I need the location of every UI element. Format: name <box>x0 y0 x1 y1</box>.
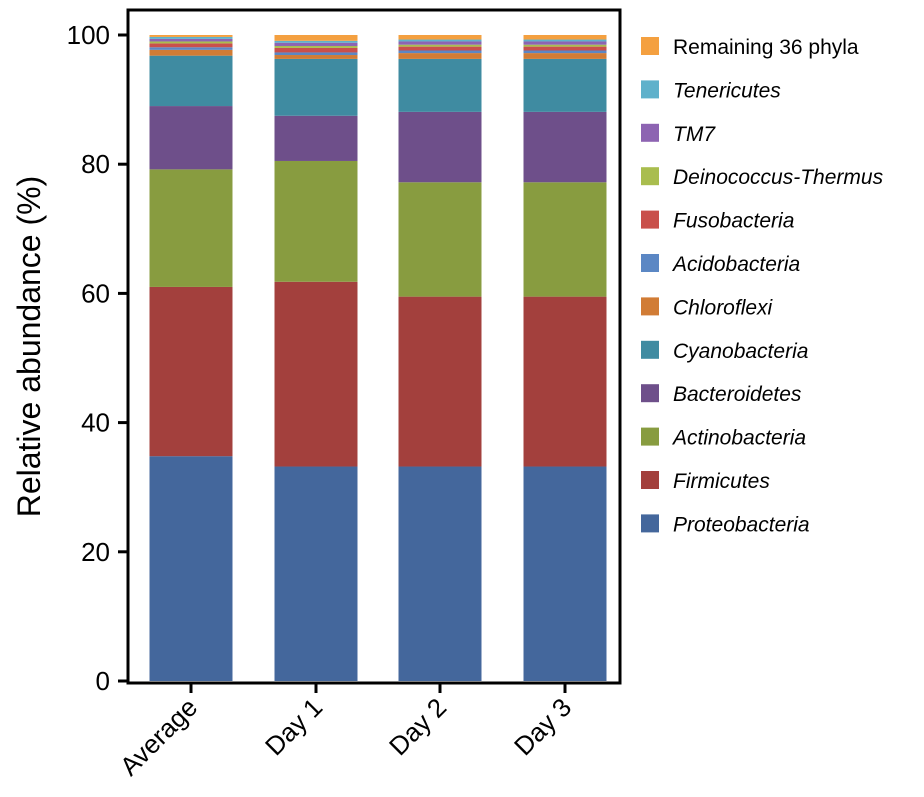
legend-label-bacteroidetes: Bacteroidetes <box>673 383 802 406</box>
bar-segment-deinococcus-thermus-day-1 <box>274 45 358 48</box>
x-axis: Average Day 1 Day 2 Day 3 <box>114 683 577 781</box>
bar-segment-acidobacteria-average <box>149 47 233 50</box>
y-tick-label-60: 60 <box>81 278 110 308</box>
legend-label-actinobacteria: Actinobacteria <box>671 427 806 450</box>
legend-label-cyanobacteria: Cyanobacteria <box>673 340 808 363</box>
bar-segment-actinobacteria-average <box>149 169 233 287</box>
bar-segment-firmicutes-day-3 <box>523 296 607 467</box>
bar-segment-tm7-average <box>149 38 233 42</box>
y-tick-label-100: 100 <box>67 20 110 50</box>
legend-label-proteobacteria: Proteobacteria <box>673 513 810 536</box>
x-tick-label-day-2: Day 2 <box>383 692 452 761</box>
legend-label-acidobacteria: Acidobacteria <box>671 253 800 276</box>
bar-segment-deinococcus-thermus-average <box>149 41 233 44</box>
bar-segment-acidobacteria-day-1 <box>274 52 358 56</box>
bar-segment-bacteroidetes-average <box>149 106 233 170</box>
legend-swatch-remaining-36-phyla <box>641 37 659 55</box>
bar-segment-remaining-36-phyla-day-1 <box>274 35 358 41</box>
bar-segment-proteobacteria-day-2 <box>398 466 482 681</box>
bar-segment-tm7-day-3 <box>523 41 607 45</box>
bar-segment-fusobacteria-day-3 <box>523 46 607 51</box>
plot-frame <box>126 8 622 685</box>
legend-label-tm7: TM7 <box>673 123 716 146</box>
bar-segment-deinococcus-thermus-day-2 <box>398 44 482 47</box>
bar-segment-fusobacteria-day-2 <box>398 46 482 51</box>
bar-segment-cyanobacteria-day-2 <box>398 58 482 112</box>
legend-swatch-deinococcus-thermus <box>641 167 659 186</box>
legend: Remaining 36 phyla Tenericutes TM7 Deinococ… <box>641 36 884 536</box>
y-axis-title: Relative abundance (%) <box>11 176 47 518</box>
legend-swatch-acidobacteria <box>641 254 659 272</box>
legend-label-firmicutes: Firmicutes <box>673 470 770 493</box>
bars-group <box>149 35 607 681</box>
legend-swatch-bacteroidetes <box>641 384 659 403</box>
bar-segment-bacteroidetes-day-2 <box>398 111 482 183</box>
y-tick-label-20: 20 <box>81 537 110 567</box>
legend-swatch-fusobacteria <box>641 210 659 229</box>
x-tick-label-day-3: Day 3 <box>508 692 577 761</box>
bar-segment-fusobacteria-average <box>149 43 233 48</box>
bar-segment-proteobacteria-day-3 <box>523 466 607 681</box>
bar-segment-acidobacteria-day-3 <box>523 50 607 54</box>
bar-segment-proteobacteria-average <box>149 456 233 681</box>
y-axis: 0 20 40 60 80 100 <box>67 20 128 696</box>
y-tick-label-80: 80 <box>81 149 110 179</box>
bar-segment-tenericutes-day-3 <box>523 39 607 42</box>
legend-swatch-tm7 <box>641 123 659 142</box>
legend-swatch-chloroflexi <box>641 297 659 316</box>
legend-label-chloroflexi: Chloroflexi <box>673 296 774 319</box>
legend-label-deinococcus-thermus: Deinococcus-Thermus <box>673 166 884 189</box>
bar-segment-tm7-day-1 <box>274 42 358 46</box>
y-tick-label-40: 40 <box>81 408 110 438</box>
legend-swatch-cyanobacteria <box>641 340 659 359</box>
legend-label-tenericutes: Tenericutes <box>673 79 781 102</box>
bar-segment-tm7-day-2 <box>398 41 482 45</box>
bar-segment-firmicutes-day-1 <box>274 281 358 467</box>
bar-segment-remaining-36-phyla-average <box>149 35 233 37</box>
bar-segment-firmicutes-day-2 <box>398 296 482 467</box>
bar-segment-tenericutes-day-1 <box>274 40 358 43</box>
bar-segment-tenericutes-average <box>149 36 233 39</box>
y-tick-label-0: 0 <box>96 666 110 696</box>
legend-swatch-tenericutes <box>641 80 659 99</box>
bar-segment-actinobacteria-day-1 <box>274 160 358 282</box>
bar-segment-remaining-36-phyla-day-2 <box>398 35 482 40</box>
bar-segment-proteobacteria-day-1 <box>274 466 358 681</box>
bar-segment-chloroflexi-day-3 <box>523 53 607 59</box>
bar-segment-actinobacteria-day-3 <box>523 182 607 297</box>
bar-segment-tenericutes-day-2 <box>398 39 482 42</box>
bar-segment-chloroflexi-average <box>149 49 233 56</box>
bar-segment-remaining-36-phyla-day-3 <box>523 35 607 40</box>
bar-segment-acidobacteria-day-2 <box>398 50 482 54</box>
x-tick-label-average: Average <box>114 692 203 781</box>
legend-label-remaining-36-phyla: Remaining 36 phyla <box>673 36 859 59</box>
bar-segment-bacteroidetes-day-3 <box>523 111 607 183</box>
x-tick-label-day-1: Day 1 <box>259 692 328 761</box>
bar-segment-deinococcus-thermus-day-3 <box>523 44 607 47</box>
legend-label-fusobacteria: Fusobacteria <box>673 210 794 233</box>
bar-segment-firmicutes-average <box>149 286 233 457</box>
bar-segment-fusobacteria-day-1 <box>274 47 358 53</box>
legend-swatch-firmicutes <box>641 471 659 489</box>
bar-segment-cyanobacteria-day-3 <box>523 58 607 112</box>
bar-segment-chloroflexi-day-2 <box>398 53 482 59</box>
bar-segment-bacteroidetes-day-1 <box>274 115 358 161</box>
bar-segment-actinobacteria-day-2 <box>398 182 482 297</box>
bar-segment-cyanobacteria-average <box>149 55 233 107</box>
bar-segment-chloroflexi-day-1 <box>274 55 358 59</box>
legend-swatch-proteobacteria <box>641 514 659 533</box>
legend-swatch-actinobacteria <box>641 427 659 446</box>
bar-segment-cyanobacteria-day-1 <box>274 58 358 116</box>
